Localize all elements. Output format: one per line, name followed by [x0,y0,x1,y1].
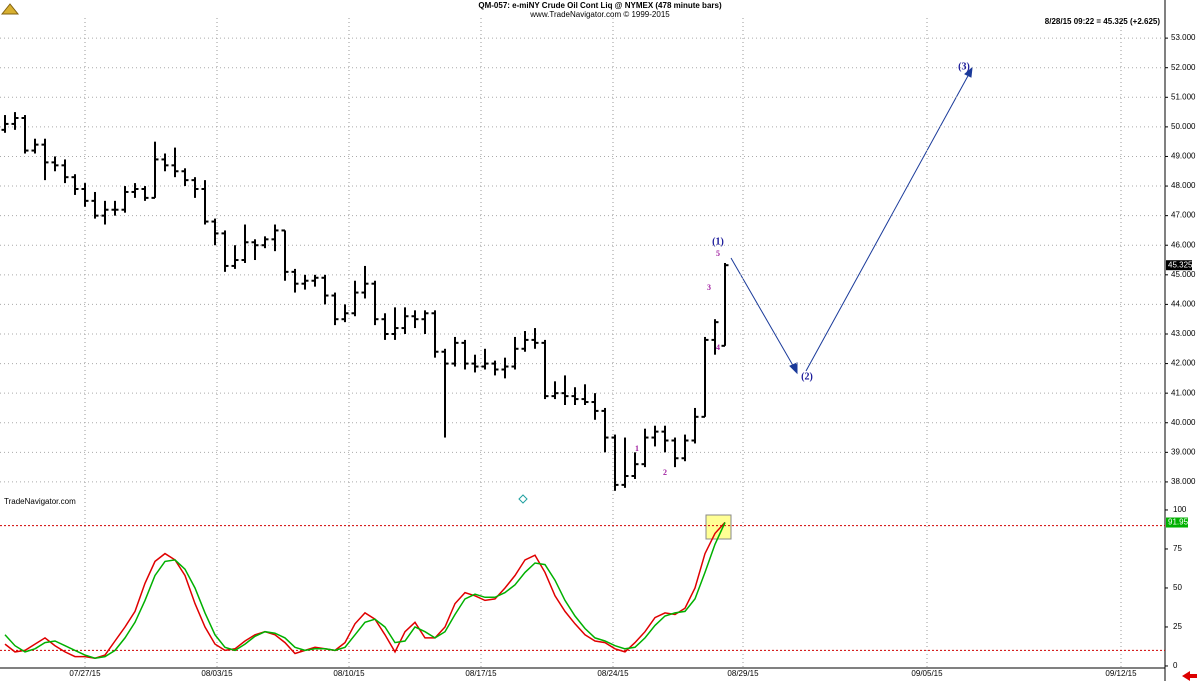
y-tick-label: 75 [1173,544,1182,553]
x-tick-label: 08/17/15 [465,669,497,678]
wave-label: (2) [801,371,813,382]
wave-label: 4 [716,343,720,352]
x-tick-label: 08/29/15 [727,669,759,678]
y-tick-label: 41.000 [1171,388,1196,397]
x-tick-label: 08/24/15 [597,669,629,678]
y-tick-label: 53.000 [1171,33,1196,42]
wave-label: 3 [707,283,711,292]
wave-label: (1) [712,236,724,247]
marker-icon [518,494,528,504]
logo [0,3,20,15]
value-label: 91.95 [1168,518,1189,527]
y-tick-label: 50.000 [1171,122,1196,131]
y-tick-label: 25 [1173,622,1182,631]
x-tick-label: 09/05/15 [911,669,943,678]
value-box [1166,517,1188,528]
x-tick-label: 07/27/15 [69,669,101,678]
watermark: TradeNavigator.com [4,497,76,506]
x-tick-label: 08/03/15 [201,669,233,678]
y-tick-label: 49.000 [1171,152,1196,161]
y-tick-label: 48.000 [1171,181,1196,190]
wave-label: 2 [663,468,667,477]
y-tick-label: 50 [1173,583,1182,592]
wave-label: 5 [716,249,720,258]
x-tick-label: 09/12/15 [1105,669,1137,678]
y-tick-label: 46.000 [1171,240,1196,249]
wave-label: (3) [958,61,970,72]
oscillator-line [4,521,726,659]
scroll-arrow[interactable] [1182,671,1197,681]
y-tick-label: 100 [1173,505,1187,514]
y-tick-label: 51.000 [1171,92,1196,101]
chart-title: QM-057: e-miNY Crude Oil Cont Liq @ NYME… [478,1,722,10]
y-tick-label: 38.000 [1171,477,1196,486]
y-tick-label: 43.000 [1171,329,1196,338]
y-tick-label: 45.000 [1171,270,1196,279]
value-label: 45.325 [1168,260,1193,269]
y-tick-label: 40.000 [1171,418,1196,427]
y-tick-label: 42.000 [1171,359,1196,368]
projection [730,66,973,375]
y-tick-label: 44.000 [1171,300,1196,309]
y-tick-label: 52.000 [1171,63,1196,72]
y-tick-label: 0 [1173,661,1178,670]
x-tick-label: 08/10/15 [333,669,365,678]
price-bars [1,112,729,491]
oscillator-line [4,522,726,659]
y-tick-label: 47.000 [1171,211,1196,220]
wave-label: 1 [635,444,639,453]
value-box [1166,260,1192,271]
chart-subtitle: www.TradeNavigator.com © 1999-2015 [529,10,670,19]
y-tick-label: 39.000 [1171,447,1196,456]
status: 8/28/15 09:22 = 45.325 (+2.625) [1045,17,1161,26]
